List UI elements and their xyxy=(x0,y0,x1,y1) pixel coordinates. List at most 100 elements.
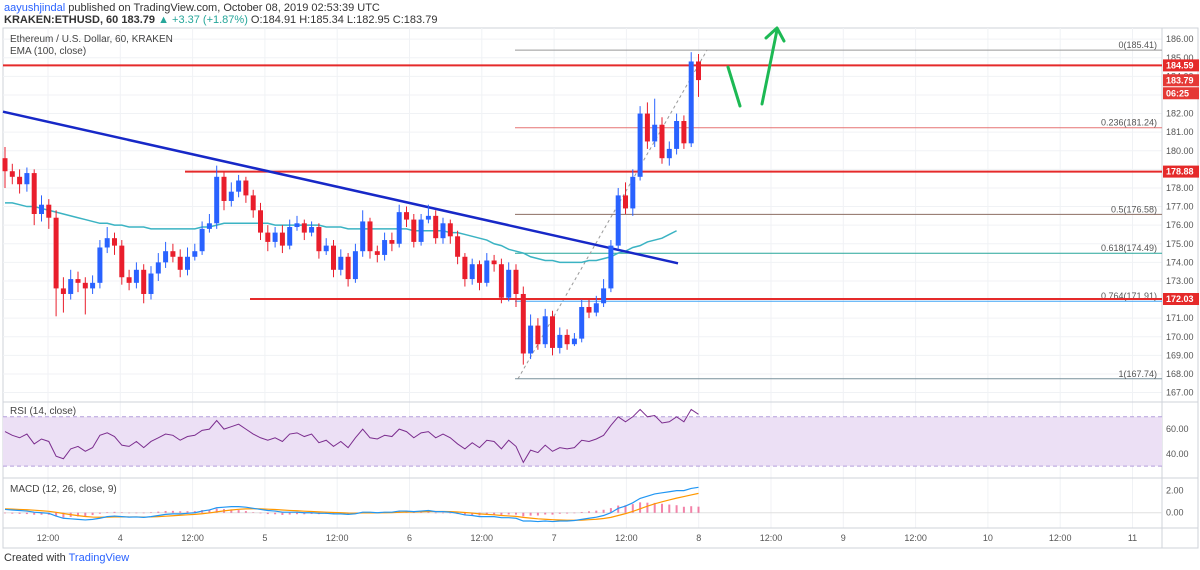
macd-histogram-bar xyxy=(595,510,598,513)
macd-histogram-bar xyxy=(631,504,634,513)
candle xyxy=(440,217,446,244)
legend-macd: MACD (12, 26, close, 9) xyxy=(10,484,117,495)
projection-arrows[interactable] xyxy=(726,26,786,108)
fibonacci-retracement[interactable]: 0(185.41) 0.236(181.24) 0.5(176.58) 0.618(1… xyxy=(515,40,1162,380)
candle xyxy=(601,279,607,307)
time-axis[interactable]: 12:00 4 12:00 5 12:00 6 12:00 7 12:00 8 12:00 9 12:0… xyxy=(37,533,1137,543)
macd-histogram-bar xyxy=(91,512,94,516)
macd-histogram-bar xyxy=(230,509,233,513)
support-resistance-lines[interactable] xyxy=(3,64,1162,301)
macd-histogram-bar xyxy=(55,512,58,517)
candle xyxy=(287,219,293,250)
macd-histogram-bar xyxy=(186,511,189,513)
candle xyxy=(272,227,278,248)
time-tick-label: 10 xyxy=(983,533,993,543)
price-tag-label: 06:25 xyxy=(1166,88,1189,98)
candle xyxy=(564,329,570,350)
candle xyxy=(593,295,599,317)
candle-body xyxy=(199,228,205,252)
candle-body xyxy=(688,61,694,144)
candle-body xyxy=(659,124,665,159)
time-tick-label: 6 xyxy=(407,533,412,543)
candle xyxy=(279,225,285,254)
price-change: ▲ +3.37 (+1.87%) xyxy=(158,14,248,26)
candle xyxy=(331,240,336,278)
macd-histogram-bar xyxy=(558,512,561,514)
candlesticks xyxy=(2,52,701,365)
candle xyxy=(396,204,402,248)
candle xyxy=(462,253,468,287)
candle xyxy=(608,240,614,293)
candle-body xyxy=(601,288,607,304)
candle xyxy=(258,202,263,241)
candle-body xyxy=(367,221,373,252)
candle xyxy=(571,333,577,347)
macd-histogram-bar xyxy=(296,512,298,515)
price-chart[interactable]: 0(185.41) 0.236(181.24) 0.5(176.58) 0.618(1… xyxy=(0,0,1200,550)
candle xyxy=(455,230,461,265)
macd-histogram-bar xyxy=(193,511,196,513)
candle xyxy=(163,241,169,268)
macd-histogram-bar xyxy=(252,512,255,513)
price-tick-label: 186.00 xyxy=(1166,34,1194,44)
macd-histogram-bar xyxy=(164,510,167,513)
macd-histogram-bar xyxy=(507,512,510,515)
candle xyxy=(60,277,66,313)
candle-body xyxy=(593,303,599,313)
candle-body xyxy=(447,223,453,237)
macd-histogram-bar xyxy=(310,512,313,514)
candle-body xyxy=(163,251,169,263)
ohlc-values: O:184.91 H:185.34 L:182.95 C:183.79 xyxy=(250,14,438,26)
candle xyxy=(615,187,621,250)
fib-level-label: 0.618(174.49) xyxy=(1101,243,1157,253)
rsi-polyline xyxy=(4,408,699,464)
macd-histogram-bar xyxy=(303,512,306,515)
macd-histogram-bar xyxy=(617,505,620,513)
time-tick-label: 11 xyxy=(1128,533,1137,543)
macd-histogram-bar xyxy=(463,512,466,516)
candle-body xyxy=(82,282,88,289)
candle xyxy=(623,182,628,214)
candle xyxy=(39,195,44,222)
macd-histogram-bar xyxy=(179,511,182,513)
tradingview-logo[interactable]: TradingView xyxy=(68,552,130,564)
time-tick-label: 12:00 xyxy=(37,533,60,543)
price-tick-label: 167.00 xyxy=(1166,388,1194,398)
candle xyxy=(411,214,417,248)
fib-level-label: 1(167.74) xyxy=(1118,369,1157,379)
trend-line[interactable] xyxy=(2,110,679,265)
macd-histogram-bar xyxy=(215,508,218,513)
macd-histogram-bar xyxy=(427,511,430,513)
candle xyxy=(2,147,8,188)
candle xyxy=(528,314,534,360)
author-link[interactable]: aayushjindal xyxy=(4,2,66,14)
price-tick-label: 175.00 xyxy=(1166,239,1194,249)
candle xyxy=(17,169,23,194)
time-tick-label: 12:00 xyxy=(1049,533,1072,543)
candle-body xyxy=(674,121,680,149)
candle-body xyxy=(214,176,220,224)
price-tick-label: 168.00 xyxy=(1166,369,1194,379)
candle-body xyxy=(228,191,234,201)
candle-body xyxy=(411,219,417,242)
candle xyxy=(90,275,96,294)
macd-histogram-bar xyxy=(98,512,101,514)
legend-ema: EMA (100, close) xyxy=(10,46,86,57)
candle xyxy=(148,266,154,300)
macd-histogram-bar xyxy=(62,512,65,518)
candle xyxy=(644,102,650,149)
price-tick-label: 176.00 xyxy=(1166,220,1194,230)
time-tick-label: 9 xyxy=(841,533,846,543)
macd-histogram-bar xyxy=(18,512,21,514)
macd-histogram-bar xyxy=(551,512,554,515)
candle-body xyxy=(557,334,563,348)
candle-body xyxy=(31,173,37,214)
candle-body xyxy=(579,307,585,339)
candle xyxy=(447,219,453,244)
candle-body xyxy=(68,279,74,294)
candle-body xyxy=(535,325,541,345)
macd-histogram-bar xyxy=(602,509,605,513)
ema-line xyxy=(5,202,677,264)
candle-body xyxy=(75,279,81,283)
price-tick-label: 178.00 xyxy=(1166,183,1194,193)
